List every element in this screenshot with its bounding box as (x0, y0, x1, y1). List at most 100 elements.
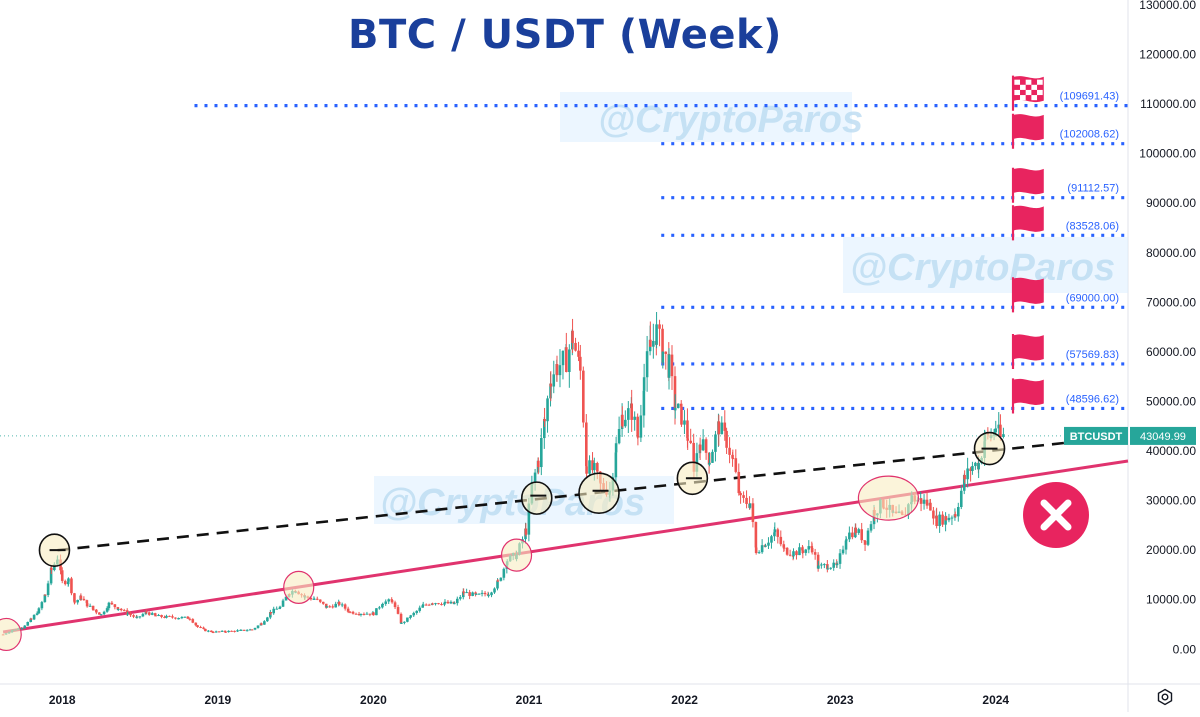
candle-body (357, 614, 361, 616)
candle-body (925, 499, 929, 506)
resistance-level-label: (48596.62) (1066, 393, 1119, 405)
settings-gear-icon[interactable] (1156, 688, 1174, 706)
watermark-text: @CryptoParos (850, 247, 1115, 289)
candle-body (720, 422, 724, 435)
candle-body (284, 596, 288, 601)
candle-body (424, 604, 428, 606)
candle-body (174, 617, 177, 619)
candle-body (571, 330, 574, 343)
candle-body (110, 602, 114, 605)
candle-body (141, 614, 145, 617)
candle-body (85, 600, 89, 604)
flag-check (1014, 89, 1021, 96)
candle-body (449, 601, 453, 604)
candle-body (922, 499, 926, 504)
candle-body (88, 605, 92, 607)
candle-body (686, 438, 689, 441)
candle-body (46, 583, 50, 596)
candle-body (679, 403, 683, 407)
candle-body (431, 603, 434, 605)
candle-body (144, 611, 148, 613)
candle-body (823, 564, 826, 566)
candle-body (788, 554, 792, 556)
candle-body (180, 617, 184, 619)
candle-body (524, 528, 528, 535)
candle-body (829, 567, 833, 569)
candle-body (245, 630, 249, 632)
x-tick-label: 2019 (204, 693, 231, 707)
candle-body (851, 532, 854, 538)
candle-body (708, 462, 711, 465)
candle-body (549, 383, 553, 387)
candle-body (85, 603, 89, 607)
candle-body (770, 536, 773, 543)
candle-body (98, 612, 101, 615)
candle-body (817, 565, 820, 569)
candle-body (585, 422, 588, 467)
candle-body (272, 608, 276, 614)
candle-body (415, 610, 419, 613)
candle-body (318, 599, 322, 602)
candle-body (427, 604, 431, 606)
y-tick-label: 40000.00 (1146, 444, 1196, 458)
candle-body (168, 615, 171, 617)
candle-body (455, 598, 459, 604)
candle-body (321, 601, 325, 604)
candle-body (588, 460, 591, 474)
candle-body (490, 592, 493, 596)
candle-body (764, 545, 767, 547)
candle-body (963, 475, 966, 480)
candle-body (236, 630, 239, 632)
candle-body (561, 350, 565, 366)
candle-body (359, 613, 363, 615)
highlight-circle (0, 617, 22, 652)
candle-body (568, 349, 571, 372)
x-tick-label: 2024 (982, 693, 1009, 707)
flag-check (1025, 89, 1032, 96)
candle-body (50, 567, 53, 571)
candle-body (636, 435, 640, 438)
candle-body (621, 414, 624, 427)
candle-body (275, 608, 278, 610)
candle-body (67, 578, 70, 582)
candle-body (742, 495, 745, 498)
highlight-circle (857, 475, 919, 521)
candle-body (177, 618, 181, 620)
candle-body (150, 613, 154, 615)
candle-body (810, 547, 814, 553)
candle-body (863, 540, 866, 542)
candle-body (239, 629, 243, 631)
candle-body (70, 578, 73, 594)
resistance-level-label: (57569.83) (1066, 349, 1119, 361)
candle-body (533, 472, 537, 482)
candle-body (421, 605, 424, 608)
candle-body (227, 630, 230, 633)
candle-body (220, 630, 224, 632)
resistance-level-label: (102008.62) (1060, 129, 1119, 141)
candle-body (776, 529, 780, 537)
candle-body (116, 607, 120, 610)
candle-body (546, 398, 549, 422)
flag-check (1020, 95, 1026, 101)
candle-body (540, 438, 543, 468)
candle-body (798, 547, 801, 556)
candle-body (754, 522, 758, 548)
candle-body (53, 564, 56, 571)
candle-body (999, 424, 1002, 437)
candle-body (698, 444, 702, 451)
candle-body (437, 603, 440, 605)
last-price-tag-bg (1130, 426, 1196, 445)
checkered-flag-icon (1011, 75, 1044, 111)
candle-body (453, 603, 456, 605)
candle-body (832, 562, 835, 568)
candle-body (421, 604, 425, 606)
watermark-bg (843, 237, 1128, 293)
resistance-level-label: (69000.00) (1066, 292, 1119, 304)
candle-body (29, 618, 33, 623)
red-flag-icon (1011, 378, 1044, 414)
candle-body (73, 601, 76, 603)
candle-body (950, 517, 954, 519)
candle-body (23, 625, 27, 629)
candle-body (199, 627, 202, 629)
